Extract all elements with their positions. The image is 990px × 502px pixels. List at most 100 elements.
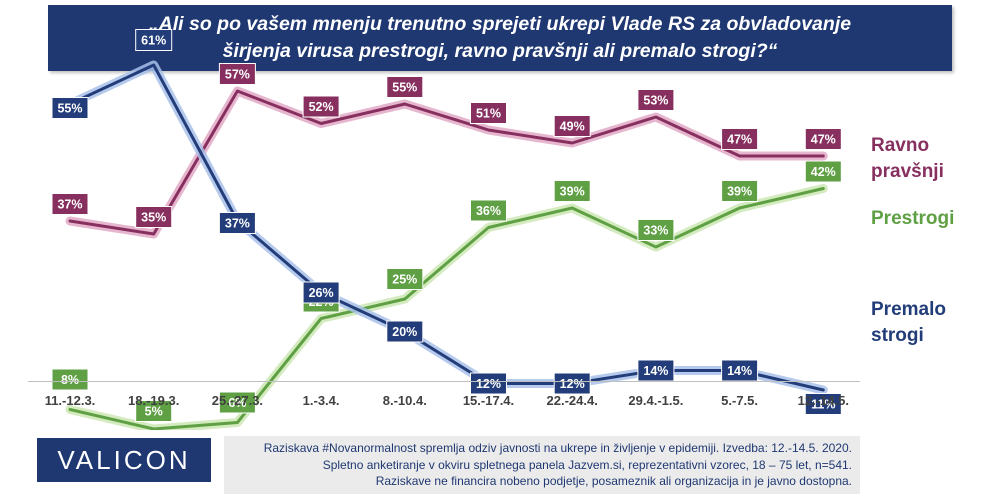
data-label-prestrogi-6: 39% — [553, 180, 591, 202]
data-label-prestrogi-7: 33% — [637, 219, 675, 241]
data-label-text: 8% — [61, 373, 79, 387]
data-label-ravno-5: 51% — [470, 102, 507, 124]
valicon-logo: VALICON — [37, 438, 211, 482]
data-label-text: 11% — [811, 398, 835, 412]
data-label-text: 20% — [392, 325, 417, 339]
chart-title-line-2: širjenja virusa prestrogi, ravno pravšnj… — [222, 40, 778, 62]
data-label-text: 57% — [225, 68, 250, 82]
data-label-text: 42% — [811, 165, 836, 179]
series-label-premalo-strogi: Premalo strogi — [871, 297, 946, 349]
data-label-ravno-9: 47% — [804, 128, 842, 150]
data-label-ravno-6: 49% — [553, 115, 591, 137]
data-label-text: 14% — [643, 364, 668, 378]
data-label-ravno-0: 37% — [51, 193, 89, 215]
x-tick-label: 5.-7.5. — [721, 393, 758, 408]
series-line-ravno — [68, 89, 825, 236]
series-label-premalo-line-2: strogi — [871, 325, 924, 346]
data-label-box — [470, 372, 507, 395]
chart-title-line-1: „Ali so po vašem mnenju trenutno sprejet… — [148, 13, 852, 35]
x-tick-label: 29.4.-1.5. — [628, 393, 683, 408]
data-label-box — [135, 29, 173, 51]
data-label-box — [386, 76, 424, 98]
data-label-ravno-1: 35% — [135, 206, 173, 228]
data-label-premalo-5: 12% — [470, 372, 507, 395]
series-label-prestrogi: Prestrogi — [871, 206, 954, 232]
data-label-text: 36% — [476, 204, 501, 218]
data-label-text: 55% — [392, 81, 417, 95]
line-chart: 37%35%57%52%55%51%49%53%47%47%8%5%6%22%2… — [28, 29, 860, 430]
data-label-text: 51% — [476, 107, 501, 121]
data-label-premalo-2: 37% — [218, 212, 256, 234]
data-label-box — [553, 180, 591, 202]
data-label-box — [470, 102, 507, 124]
data-label-text: 53% — [643, 94, 668, 108]
data-label-premalo-7: 14% — [637, 359, 675, 382]
data-label-box — [302, 95, 340, 118]
data-label-box — [721, 180, 759, 202]
data-label-box — [218, 212, 256, 234]
data-label-box — [135, 206, 173, 228]
series-label-premalo-line-1: Premalo — [871, 299, 946, 320]
data-label-box — [804, 393, 842, 415]
data-label-prestrogi-8: 39% — [721, 180, 759, 202]
data-label-box — [386, 268, 424, 290]
data-label-box — [804, 160, 842, 183]
footnote: Raziskava #Novanormalnost spremlja odziv… — [224, 436, 860, 494]
data-label-premalo-4: 20% — [386, 320, 424, 343]
data-label-text: 12% — [476, 377, 501, 391]
x-tick-label: 18.-19.3. — [128, 393, 179, 408]
data-label-box — [804, 128, 842, 150]
x-tick-label: 11.-12.3. — [45, 393, 96, 408]
data-label-box — [721, 128, 759, 150]
data-label-text: 25% — [392, 273, 417, 287]
data-label-text: 55% — [57, 102, 82, 116]
x-tick-label: 22.-24.4. — [547, 393, 598, 408]
data-label-text: 12% — [560, 377, 585, 391]
data-label-ravno-4: 55% — [386, 76, 424, 98]
series-line-prestrogi — [68, 187, 825, 430]
data-label-text: 47% — [811, 133, 836, 147]
data-label-ravno-2: 57% — [218, 63, 256, 85]
data-label-box — [302, 281, 340, 304]
data-label-prestrogi-0: 8% — [51, 368, 89, 391]
x-tick-label: 1.-3.4. — [303, 393, 340, 408]
data-label-text: 37% — [225, 217, 250, 231]
data-label-text: 5% — [145, 405, 163, 419]
data-label-box — [470, 199, 507, 222]
data-label-box — [637, 89, 675, 111]
data-label-box — [51, 368, 89, 391]
series-label-ravno-line-1: Ravno — [871, 135, 930, 156]
data-label-text: 33% — [643, 224, 668, 238]
data-label-premalo-8: 14% — [721, 359, 759, 382]
footnote-line-1: Raziskava #Novanormalnost spremlja odziv… — [263, 441, 852, 455]
data-label-box — [135, 400, 173, 422]
data-label-ravno-7: 53% — [637, 89, 675, 111]
data-label-prestrogi-5: 36% — [470, 199, 507, 222]
x-tick-label: 8.-10.4. — [383, 393, 427, 408]
data-label-text: 14% — [727, 364, 752, 378]
data-label-box — [553, 115, 591, 137]
data-label-text: 6% — [228, 396, 246, 410]
series-line-premalo — [68, 63, 825, 392]
data-label-prestrogi-1: 5% — [135, 400, 173, 422]
footnote-line-3: Raziskave ne financira nobeno podjetje, … — [375, 474, 852, 488]
data-label-premalo-0: 55% — [51, 97, 89, 119]
x-tick-label: 12.-14.5. — [798, 393, 849, 408]
series-label-ravno-line-2: pravšnji — [871, 161, 944, 182]
data-label-text: 47% — [727, 133, 752, 147]
data-label-box — [553, 372, 591, 395]
data-label-text: 39% — [727, 185, 752, 199]
chart-title: „Ali so po vašem mnenju trenutno sprejet… — [48, 5, 952, 71]
data-label-text: 35% — [141, 211, 166, 225]
data-label-box — [637, 219, 675, 241]
x-tick-label: 15.-17.4. — [463, 393, 514, 408]
data-label-text: 37% — [57, 198, 82, 212]
data-label-box — [218, 391, 256, 414]
data-label-premalo-3: 26% — [302, 281, 340, 304]
data-label-premalo-1: 61% — [135, 29, 173, 51]
series-lines — [65, 60, 828, 430]
data-label-box — [51, 97, 89, 119]
data-label-prestrogi-4: 25% — [386, 268, 424, 290]
data-label-ravno-3: 52% — [302, 95, 340, 118]
data-label-text: 26% — [309, 286, 334, 300]
